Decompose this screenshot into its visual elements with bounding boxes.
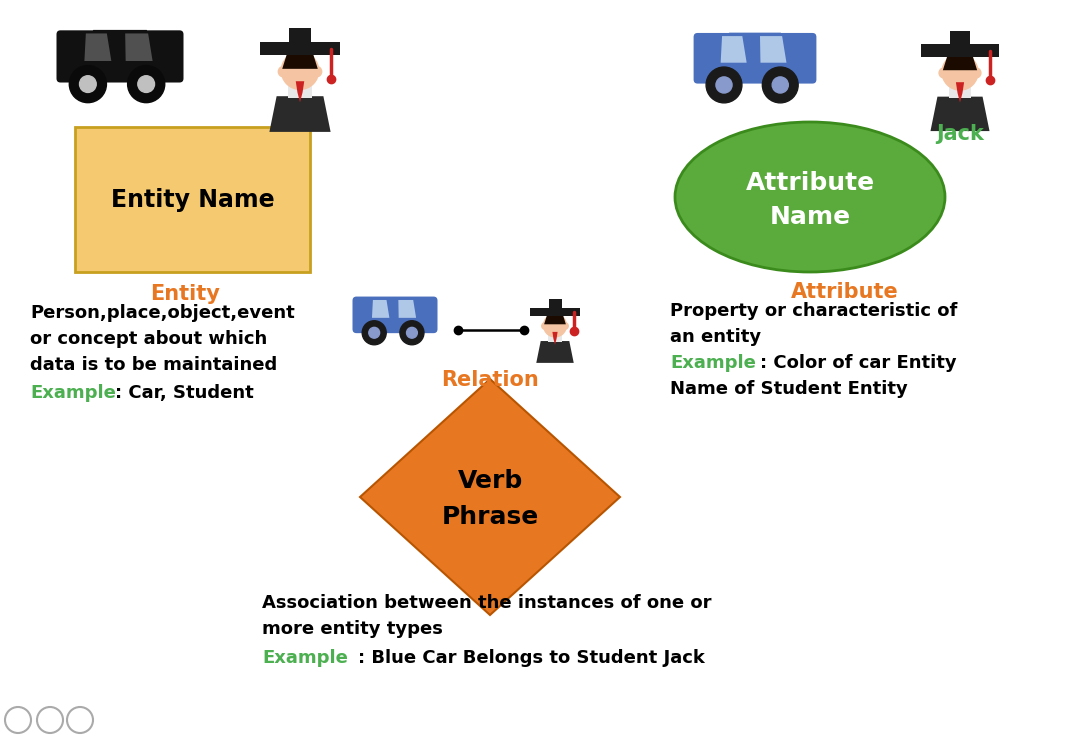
Text: more entity types: more entity types [262, 620, 443, 638]
Circle shape [311, 66, 322, 77]
Text: Example: Example [262, 649, 348, 667]
Circle shape [562, 323, 568, 329]
FancyBboxPatch shape [948, 80, 971, 99]
FancyBboxPatch shape [547, 331, 563, 342]
Circle shape [939, 68, 950, 78]
Circle shape [369, 327, 379, 338]
Polygon shape [372, 300, 389, 318]
Circle shape [362, 321, 386, 345]
Text: Verb: Verb [457, 469, 522, 493]
Circle shape [79, 76, 96, 93]
Polygon shape [956, 82, 964, 102]
Text: Entity: Entity [150, 284, 220, 304]
Text: Example: Example [670, 354, 756, 372]
FancyBboxPatch shape [75, 127, 310, 272]
Text: data is to be maintained: data is to be maintained [30, 356, 278, 374]
Polygon shape [398, 300, 416, 318]
Polygon shape [79, 30, 160, 65]
Polygon shape [85, 33, 112, 61]
Circle shape [706, 67, 741, 103]
FancyBboxPatch shape [549, 300, 562, 308]
FancyBboxPatch shape [950, 31, 970, 44]
Text: or concept about which: or concept about which [30, 330, 268, 348]
Text: Jack: Jack [937, 124, 984, 144]
FancyBboxPatch shape [289, 28, 311, 42]
Text: : Color of car Entity: : Color of car Entity [760, 354, 956, 372]
Polygon shape [537, 341, 573, 363]
Text: Name of Student Entity: Name of Student Entity [670, 380, 907, 398]
Circle shape [542, 323, 549, 329]
Polygon shape [721, 36, 747, 62]
Text: Relation: Relation [441, 370, 539, 390]
Polygon shape [553, 332, 557, 345]
Ellipse shape [675, 122, 945, 272]
Circle shape [282, 52, 319, 89]
Circle shape [543, 314, 567, 337]
FancyBboxPatch shape [260, 42, 340, 56]
Text: : Blue Car Belongs to Student Jack: : Blue Car Belongs to Student Jack [358, 649, 705, 667]
Circle shape [762, 67, 798, 103]
Polygon shape [930, 96, 990, 131]
Circle shape [406, 327, 417, 338]
Text: Attribute: Attribute [746, 171, 875, 195]
Text: Phrase: Phrase [441, 505, 539, 529]
Circle shape [715, 77, 732, 93]
Polygon shape [715, 33, 795, 67]
Polygon shape [369, 298, 422, 321]
Polygon shape [544, 314, 566, 324]
Text: : Car, Student: : Car, Student [115, 384, 254, 402]
Text: Person,place,object,event: Person,place,object,event [30, 304, 295, 322]
FancyBboxPatch shape [921, 44, 999, 57]
Text: Example: Example [30, 384, 116, 402]
Circle shape [942, 54, 978, 90]
Circle shape [400, 321, 424, 345]
Circle shape [971, 68, 981, 78]
Text: Property or characteristic of: Property or characteristic of [670, 302, 957, 320]
Circle shape [138, 76, 155, 93]
Polygon shape [296, 81, 305, 102]
Text: Attribute: Attribute [791, 282, 899, 302]
FancyBboxPatch shape [288, 79, 312, 98]
Circle shape [69, 65, 106, 102]
Circle shape [279, 66, 288, 77]
Polygon shape [282, 52, 318, 69]
Circle shape [128, 65, 165, 102]
Text: Name: Name [770, 205, 851, 229]
Polygon shape [360, 379, 620, 615]
Circle shape [772, 77, 788, 93]
Polygon shape [270, 96, 331, 132]
Text: Entity Name: Entity Name [111, 188, 274, 211]
Polygon shape [125, 33, 153, 61]
Text: Association between the instances of one or: Association between the instances of one… [262, 594, 711, 612]
FancyBboxPatch shape [530, 308, 580, 316]
FancyBboxPatch shape [694, 33, 816, 84]
FancyBboxPatch shape [56, 30, 183, 82]
FancyBboxPatch shape [352, 297, 438, 333]
Polygon shape [760, 36, 787, 62]
Polygon shape [943, 54, 977, 70]
Text: an entity: an entity [670, 328, 761, 346]
